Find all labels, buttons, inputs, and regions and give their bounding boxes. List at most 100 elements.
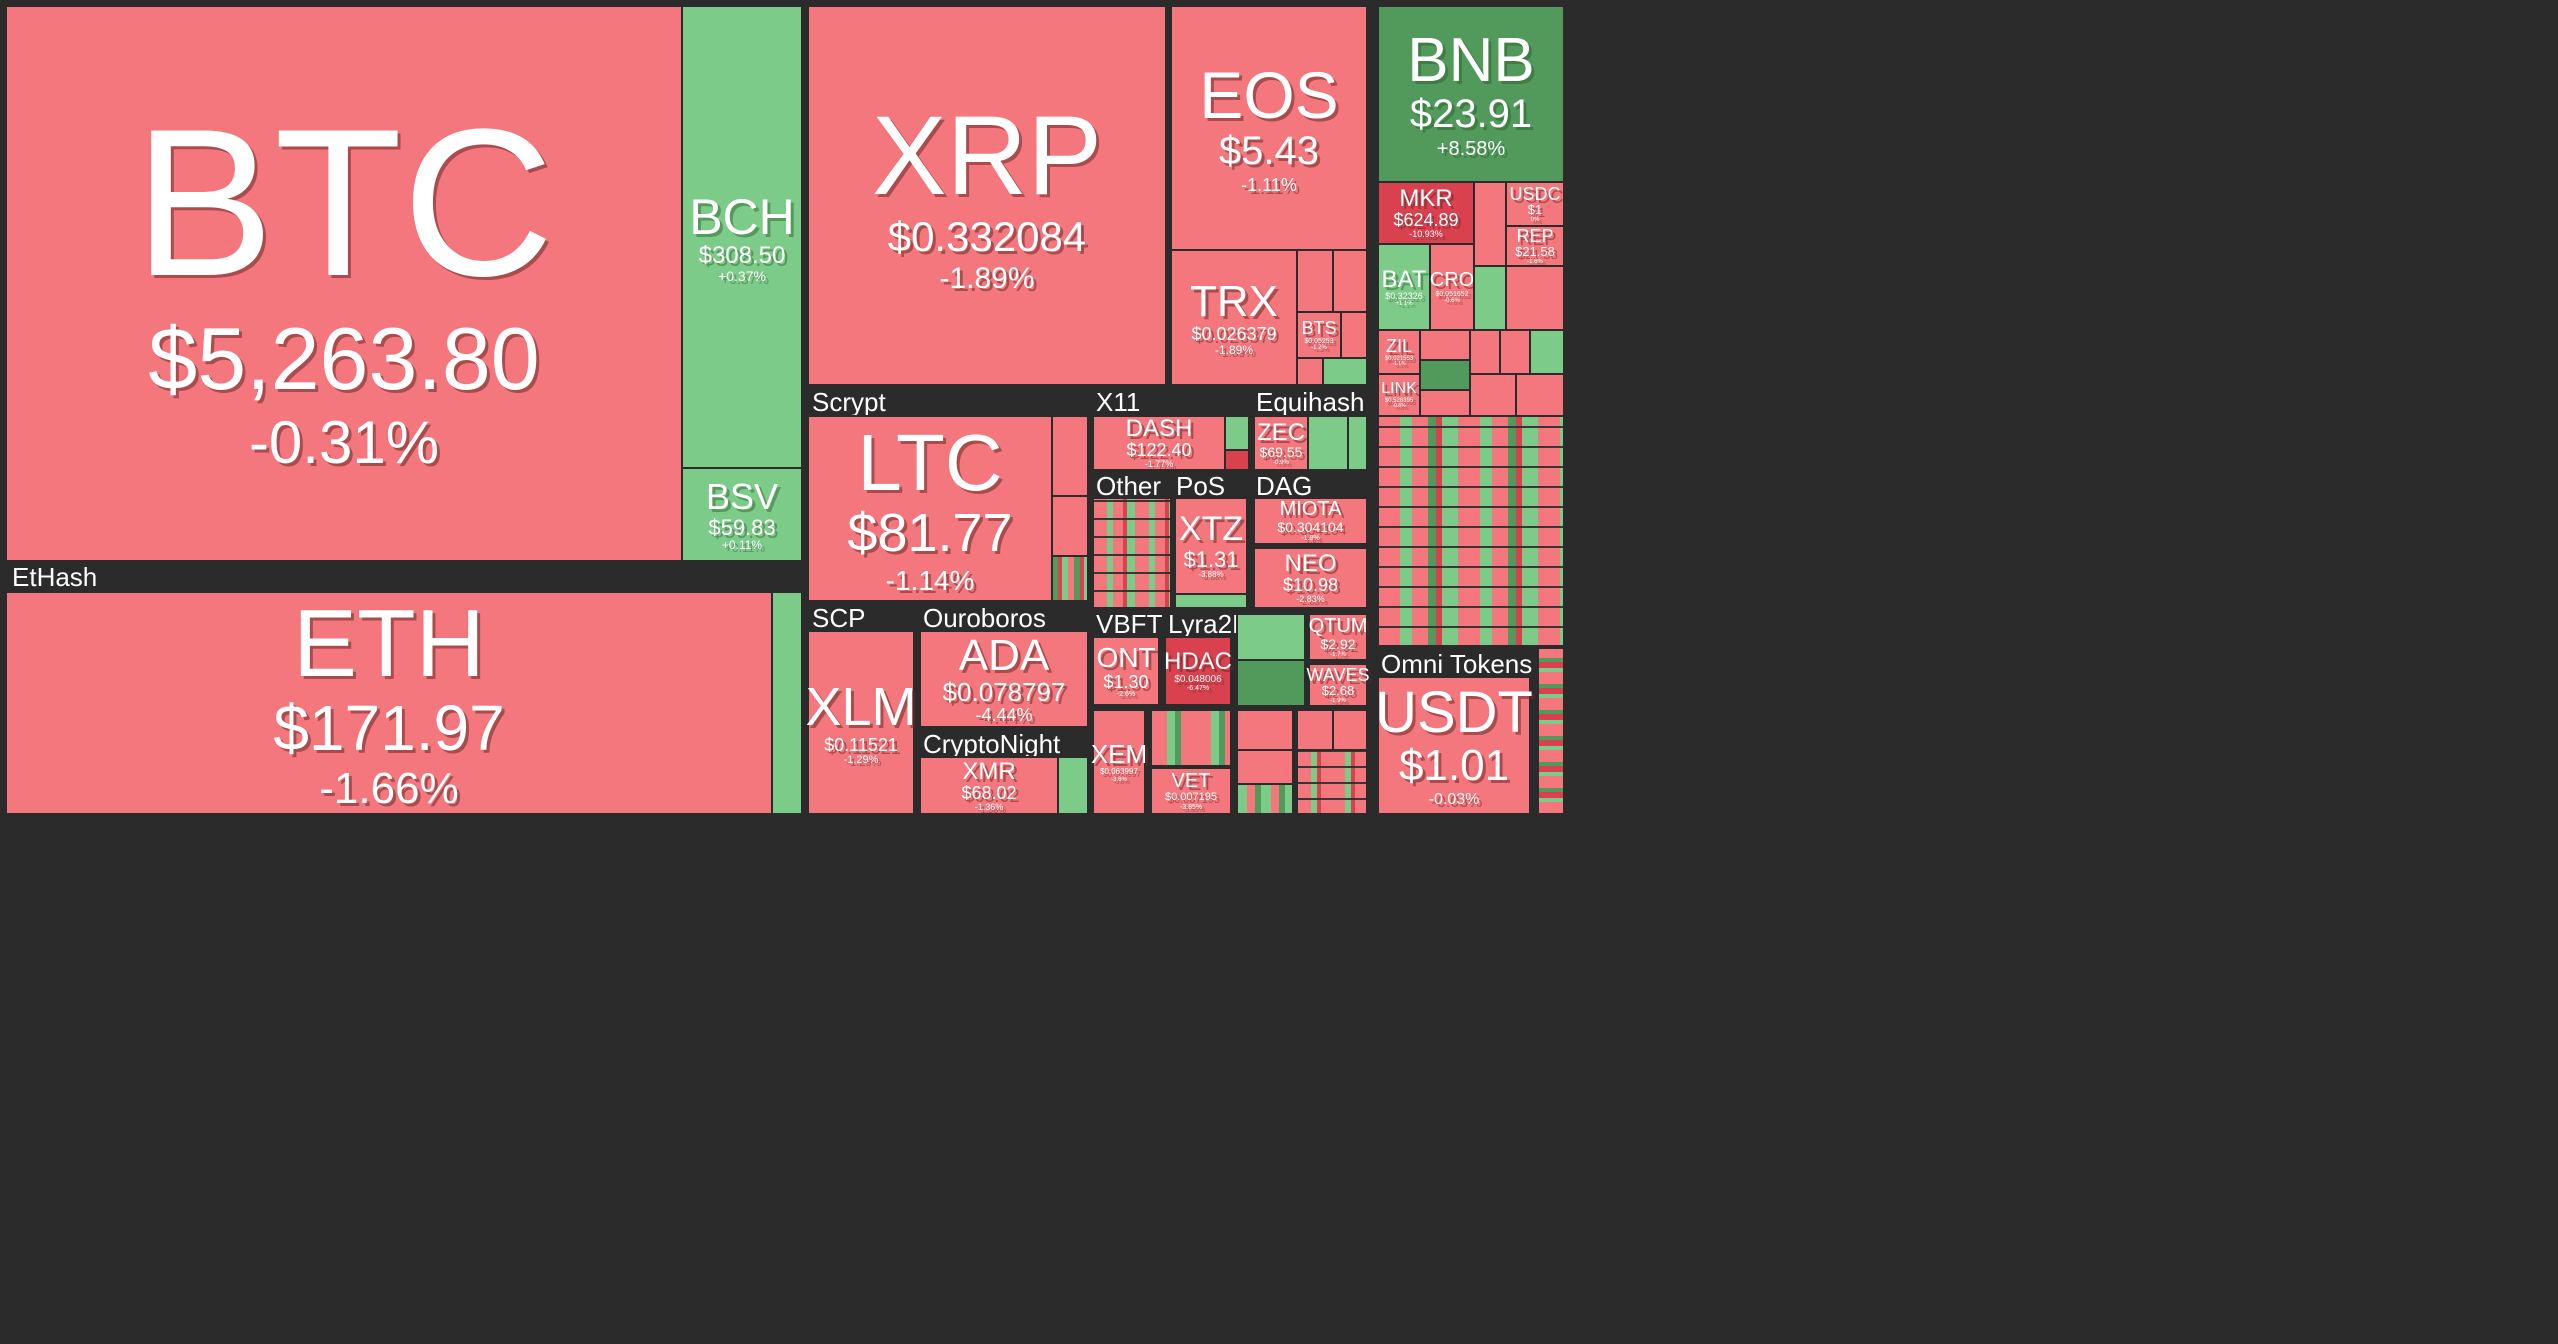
tile-vet[interactable]: VET $0.007195 -3.85% bbox=[1150, 767, 1232, 815]
tile-miota[interactable]: MIOTA $0.304104 -1.8% bbox=[1253, 497, 1368, 545]
tile-xtz-change: -3.88% bbox=[1198, 570, 1224, 580]
tile-xem-symbol: XEM bbox=[1090, 739, 1148, 769]
tile-small[interactable] bbox=[1296, 357, 1324, 386]
tile-bat-change: +1.1% bbox=[1395, 301, 1413, 308]
tile-small[interactable] bbox=[1340, 311, 1368, 359]
tile-small[interactable] bbox=[1236, 749, 1294, 785]
tile-bts-price: $0.05253 bbox=[1304, 337, 1334, 345]
tile-bat[interactable]: BAT $0.32326 +1.1% bbox=[1377, 243, 1431, 331]
tile-small[interactable] bbox=[1419, 359, 1471, 391]
tile-mkr[interactable]: MKR $624.89 -10.93% bbox=[1377, 181, 1475, 245]
tile-xem[interactable]: XEM $0.063997 -3.6% bbox=[1090, 709, 1148, 815]
tile-mkr-change: -10.93% bbox=[1409, 229, 1443, 240]
tile-mkr-price: $624.89 bbox=[1393, 210, 1459, 231]
tile-btc-symbol: BTC bbox=[134, 84, 554, 320]
tile-ada-symbol: ADA bbox=[958, 630, 1050, 680]
tile-small[interactable] bbox=[1469, 373, 1517, 417]
tile-neo[interactable]: NEO $10.98 -2.83% bbox=[1253, 547, 1368, 609]
tile-ont[interactable]: ONT $1.30 -2.6% bbox=[1092, 636, 1160, 706]
tile-usdc[interactable]: USDC $1 0% bbox=[1505, 181, 1565, 227]
tile-eos-symbol: EOS bbox=[1199, 57, 1339, 132]
tile-small[interactable] bbox=[1057, 756, 1089, 815]
tile-small[interactable] bbox=[1296, 249, 1334, 313]
tile-zil[interactable]: ZIL $0.021553 -1.1% bbox=[1377, 329, 1421, 375]
tile-zec[interactable]: ZEC $69.55 -0.9% bbox=[1253, 415, 1309, 471]
tile-small[interactable] bbox=[1473, 181, 1507, 267]
tile-cro[interactable]: CRO $0.051652 -0.6% bbox=[1429, 243, 1475, 331]
tile-eth[interactable]: ETH $171.97 -1.66% bbox=[5, 591, 773, 815]
tile-bnb[interactable]: BNB $23.91 +8.58% bbox=[1377, 5, 1565, 183]
tile-eth-small[interactable] bbox=[771, 591, 803, 815]
tile-bch[interactable]: BCH $308.50 +0.37% bbox=[681, 5, 803, 469]
tile-eos[interactable]: EOS $5.43 -1.11% bbox=[1170, 5, 1368, 251]
tile-link[interactable]: LINK $0.528395 -0.8% bbox=[1377, 373, 1421, 417]
tile-small[interactable] bbox=[1469, 329, 1501, 375]
tile-qtum[interactable]: QTUM $2.92 -1.7% bbox=[1308, 613, 1368, 661]
tile-bsv[interactable]: BSV $59.83 +0.11% bbox=[681, 467, 803, 562]
tile-hdac-symbol: HDAC bbox=[1164, 648, 1233, 676]
tile-small[interactable] bbox=[1505, 265, 1565, 331]
tile-rep-symbol: REP bbox=[1516, 225, 1554, 246]
tile-eos-change: -1.11% bbox=[1241, 175, 1297, 196]
tile-bts[interactable]: BTS $0.05253 -1.2% bbox=[1296, 311, 1342, 359]
tile-ont-change: -2.6% bbox=[1116, 691, 1136, 699]
tile-hdac[interactable]: HDAC $0.048006 -6.47% bbox=[1164, 636, 1233, 706]
tile-xmr[interactable]: XMR $68.02 -1.36% bbox=[919, 756, 1059, 815]
tile-xtz[interactable]: XTZ $1.31 -3.88% bbox=[1174, 497, 1248, 595]
tile-waves-symbol: WAVES bbox=[1306, 664, 1370, 685]
tile-ada[interactable]: ADA $0.078797 -4.44% bbox=[919, 630, 1089, 728]
tile-small[interactable] bbox=[1051, 415, 1089, 497]
tile-ltc[interactable]: LTC $81.77 -1.14% bbox=[807, 415, 1053, 602]
tile-xlm[interactable]: XLM $0.11521 -1.29% bbox=[805, 630, 917, 815]
tile-small[interactable] bbox=[1347, 415, 1368, 471]
tile-small[interactable] bbox=[1051, 495, 1089, 557]
group-pos-label: PoS bbox=[1176, 471, 1226, 501]
tile-dash-change: -1.77% bbox=[1144, 459, 1174, 470]
tile-small[interactable] bbox=[1499, 329, 1531, 375]
tile-dash[interactable]: DASH $122.40 -1.77% bbox=[1092, 415, 1226, 471]
tile-small[interactable] bbox=[1419, 389, 1471, 417]
tile-small[interactable] bbox=[1515, 373, 1565, 417]
tile-eos-price: $5.43 bbox=[1218, 129, 1320, 174]
tile-ltc-change: -1.14% bbox=[885, 565, 975, 597]
tile-bch-symbol: BCH bbox=[689, 188, 795, 245]
tile-small[interactable] bbox=[1529, 329, 1565, 375]
tile-waves-price: $2.68 bbox=[1321, 683, 1355, 699]
tile-small[interactable] bbox=[1473, 265, 1507, 331]
tile-trx[interactable]: TRX $0.026379 -1.89% bbox=[1170, 249, 1298, 386]
tile-small[interactable] bbox=[1332, 249, 1368, 313]
tile-trx-symbol: TRX bbox=[1190, 276, 1278, 326]
tile-usdt[interactable]: USDT $1.01 -0.03% bbox=[1375, 676, 1533, 815]
tile-small[interactable] bbox=[1419, 329, 1471, 361]
tile-small[interactable] bbox=[1174, 593, 1248, 609]
tile-bnb-symbol: BNB bbox=[1407, 25, 1535, 95]
tile-small[interactable] bbox=[1236, 659, 1306, 707]
tile-small[interactable] bbox=[1236, 709, 1294, 751]
tile-xrp[interactable]: XRP $0.332084 -1.89% bbox=[807, 5, 1167, 386]
tile-qtum-change: -1.7% bbox=[1330, 651, 1346, 658]
tile-trx-price: $0.026379 bbox=[1191, 323, 1277, 344]
tile-small[interactable] bbox=[1307, 415, 1349, 471]
tile-xrp-price: $0.332084 bbox=[887, 212, 1087, 260]
tile-vet-change: -3.85% bbox=[1179, 803, 1203, 811]
tile-small[interactable] bbox=[1224, 415, 1250, 451]
tile-zec-price: $69.55 bbox=[1259, 444, 1303, 461]
tile-mosaic-b[interactable] bbox=[1236, 783, 1294, 815]
tile-small[interactable] bbox=[1322, 357, 1368, 386]
tile-bts-change: -1.2% bbox=[1311, 344, 1327, 351]
tile-small[interactable] bbox=[1224, 449, 1250, 471]
tile-small[interactable] bbox=[1332, 709, 1368, 751]
tile-mosaic-scrypt[interactable] bbox=[1051, 555, 1089, 602]
tile-mosaic-a[interactable] bbox=[1150, 709, 1232, 767]
tile-small[interactable] bbox=[1296, 709, 1334, 751]
tile-usdt-change: -0.03% bbox=[1428, 790, 1480, 808]
tile-mosaic-right[interactable] bbox=[1537, 647, 1565, 815]
tile-link-symbol: LINK bbox=[1381, 379, 1417, 397]
tile-btc[interactable]: BTC $5,263.80 -0.31% bbox=[5, 5, 683, 562]
tile-rep[interactable]: REP $21.58 -1.6% bbox=[1505, 225, 1565, 267]
tile-bnb-price: $23.91 bbox=[1409, 92, 1533, 137]
tile-waves[interactable]: WAVES $2.68 -1.9% bbox=[1306, 663, 1370, 707]
tile-mosaic-bnb-overlay bbox=[1378, 416, 1564, 646]
tile-small[interactable] bbox=[1236, 613, 1306, 661]
tile-rep-price: $21.58 bbox=[1515, 244, 1555, 260]
